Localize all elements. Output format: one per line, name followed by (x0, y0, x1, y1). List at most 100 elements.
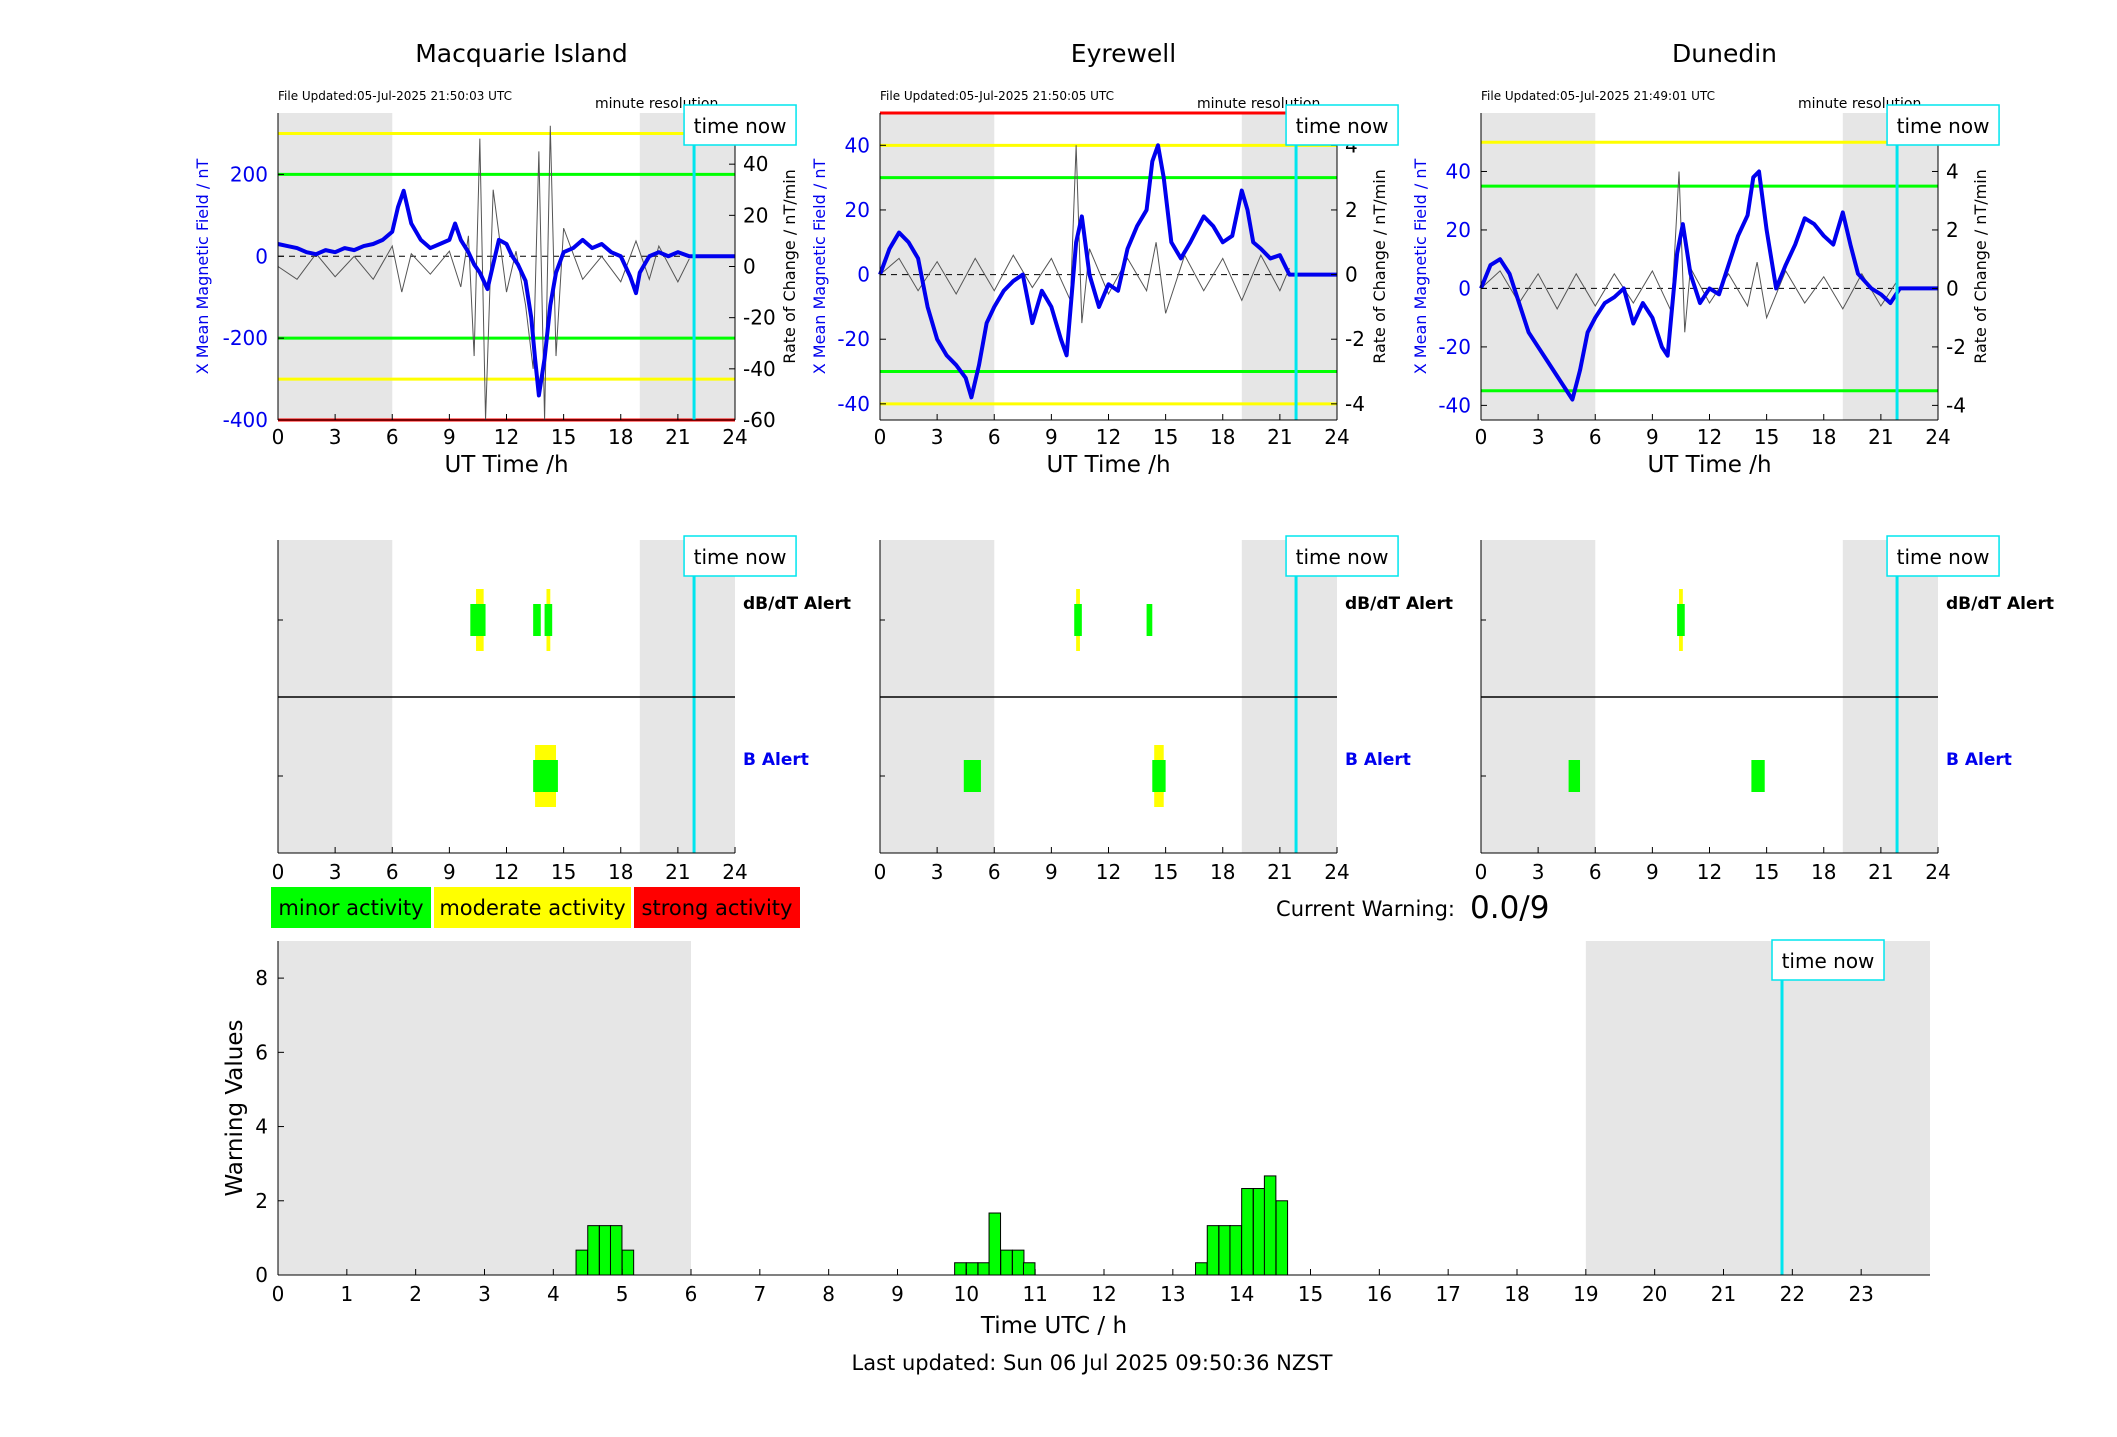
warning-bar (988, 1212, 1002, 1276)
x-tick-label: 22 (1780, 1282, 1805, 1306)
x-tick-label: 20 (1642, 1282, 1667, 1306)
warning-bar (1275, 1200, 1289, 1276)
activity-legend: minor activity moderate activity strong ac… (271, 887, 800, 928)
x-tick-label: 15 (1754, 860, 1779, 884)
x-tick-label: 2 (409, 1282, 422, 1306)
x-tick-label: 15 (1153, 860, 1178, 884)
night-shading (639, 113, 735, 420)
x-tick-label: 0 (272, 860, 285, 884)
time-now-box (1886, 535, 2000, 577)
x-tick-label: 4 (547, 1282, 560, 1306)
warning-bar (1263, 1175, 1277, 1276)
station-title: Dunedin (1672, 39, 1777, 68)
time-now-box (683, 535, 797, 577)
left-y-label: X Mean Magnetic Field / nT (193, 159, 212, 375)
x-tick-label: 8 (822, 1282, 835, 1306)
x-tick-label: 18 (1210, 425, 1235, 449)
dbdt-alert-block-minor (544, 604, 553, 636)
b-alert-block-minor (963, 760, 981, 792)
right-tick-label: 0 (743, 255, 756, 279)
x-tick-label: 21 (1267, 860, 1292, 884)
x-tick-label: 3 (931, 860, 944, 884)
rate-of-change-line (1480, 171, 1897, 333)
night-shading (278, 941, 691, 1275)
right-tick-label: -20 (743, 306, 776, 330)
x-tick-label: 24 (1925, 860, 1950, 884)
x-tick-label: 9 (443, 860, 456, 884)
x-tick-label: 6 (1589, 860, 1602, 884)
legend-swatch (634, 887, 800, 928)
x-tick-label: 12 (1697, 425, 1722, 449)
legend-label: strong activity (642, 896, 793, 920)
warning-bar (954, 1262, 967, 1276)
x-tick-label: 0 (1475, 860, 1488, 884)
warning-bar (977, 1262, 991, 1276)
x-axis-label: UT Time /h (1046, 452, 1170, 478)
station-title: Eyrewell (1071, 39, 1176, 68)
warning-bar (965, 1262, 979, 1276)
x-tick-label: 6 (988, 860, 1001, 884)
warning-bar (1011, 1249, 1025, 1276)
right-tick-label: 0 (1946, 276, 1959, 300)
file-updated: File Updated:05-Jul-2025 21:49:01 UTC (1481, 89, 1715, 103)
b-alert-block-minor (1568, 760, 1581, 792)
legend-label: moderate activity (439, 896, 625, 920)
dbdt-alert-block-minor (474, 604, 486, 636)
field-line (878, 143, 1337, 400)
field-line (1479, 169, 1938, 402)
x-tick-label: 24 (722, 860, 747, 884)
b-alert-block-minor (1751, 760, 1765, 792)
alert-plots: 0 3 6 9 12 15 18 21 24 dB/dT Alert B Alert time now… (272, 535, 2054, 884)
right-tick-label: -2 (1345, 327, 1365, 351)
x-tick-label: 6 (685, 1282, 698, 1306)
x-tick-label: 3 (329, 425, 342, 449)
right-tick-label: 40 (743, 152, 768, 176)
x-tick-label: 12 (1091, 1282, 1116, 1306)
x-tick-label: 21 (665, 860, 690, 884)
x-tick-label: 18 (1811, 425, 1836, 449)
right-tick-label: 2 (1946, 218, 1959, 242)
right-tick-label: 4 (1946, 159, 1959, 183)
warning-bar (575, 1249, 589, 1276)
y-tick-label: 8 (255, 966, 268, 990)
dbdt-alert-block-minor (1146, 604, 1153, 636)
x-tick-label: 0 (874, 860, 887, 884)
x-tick-label: 3 (1532, 425, 1545, 449)
left-tick-label: 40 (845, 133, 870, 157)
x-axis-label: UT Time /h (1647, 452, 1771, 478)
dbdt-alert-label: dB/dT Alert (1946, 594, 2054, 614)
y-axis-label: Warning Values (222, 1019, 248, 1196)
y-tick-label: 0 (255, 1263, 268, 1287)
x-tick-label: 12 (494, 425, 519, 449)
x-tick-label: 7 (753, 1282, 766, 1306)
warning-bar (1241, 1188, 1254, 1276)
right-y-label: Rate of Change / nT/min (780, 169, 799, 364)
x-axis-label: Time UTC / h (980, 1313, 1127, 1339)
time-now-label: time now (1897, 114, 1990, 138)
x-tick-label: 6 (386, 425, 399, 449)
x-tick-label: 3 (329, 860, 342, 884)
right-tick-label: -4 (1345, 392, 1365, 416)
last-updated: Last updated: Sun 06 Jul 2025 09:50:36 N… (852, 1351, 1333, 1375)
legend-swatch (271, 887, 431, 928)
current-warning-label: Current Warning: (1276, 897, 1455, 921)
x-tick-label: 18 (1210, 860, 1235, 884)
right-y-label: Rate of Change / nT/min (1370, 169, 1389, 364)
time-now-label: time now (1296, 545, 1389, 569)
x-tick-label: 19 (1573, 1282, 1598, 1306)
time-now-box (683, 104, 797, 146)
rate-of-change-line (879, 145, 1290, 324)
left-tick-label: 200 (230, 162, 268, 186)
x-tick-label: 21 (665, 425, 690, 449)
right-tick-label: -4 (1946, 393, 1966, 417)
time-now-label: time now (694, 545, 787, 569)
right-tick-label: 2 (1345, 198, 1358, 222)
x-tick-label: 9 (1045, 860, 1058, 884)
left-y-label: X Mean Magnetic Field / nT (810, 159, 829, 375)
y-tick-label: 2 (255, 1189, 268, 1213)
x-tick-label: 0 (272, 425, 285, 449)
x-tick-label: 0 (874, 425, 887, 449)
